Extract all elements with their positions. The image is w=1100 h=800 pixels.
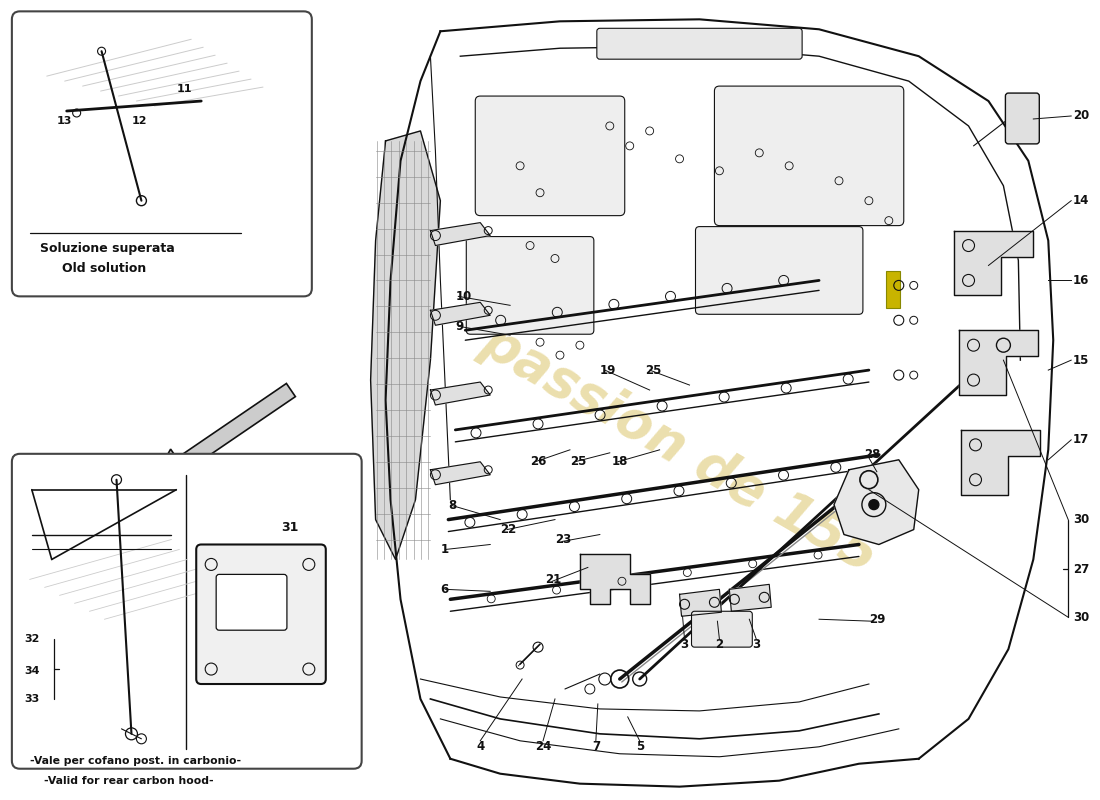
Text: 22: 22 (500, 523, 516, 536)
Text: 7: 7 (592, 740, 600, 754)
Text: 13: 13 (57, 116, 73, 126)
Text: -Vale per cofano post. in carbonio-: -Vale per cofano post. in carbonio- (30, 756, 241, 766)
Polygon shape (371, 131, 440, 559)
Polygon shape (580, 554, 650, 604)
Text: passion de 155: passion de 155 (472, 315, 887, 585)
Text: 9: 9 (455, 320, 463, 333)
Polygon shape (958, 330, 1038, 395)
Polygon shape (430, 302, 491, 326)
Text: 16: 16 (1074, 274, 1090, 287)
Text: 11: 11 (176, 84, 191, 94)
Text: 25: 25 (645, 364, 661, 377)
Polygon shape (834, 460, 918, 545)
Text: 4: 4 (476, 740, 484, 754)
Polygon shape (430, 382, 491, 405)
Text: 31: 31 (280, 521, 298, 534)
Text: 8: 8 (449, 499, 456, 512)
Text: 26: 26 (530, 455, 547, 468)
FancyArrow shape (150, 383, 296, 486)
Text: 18: 18 (612, 455, 628, 468)
FancyBboxPatch shape (196, 545, 326, 684)
Text: 21: 21 (544, 573, 561, 586)
Polygon shape (430, 462, 491, 485)
Text: 6: 6 (440, 583, 449, 596)
Text: 33: 33 (24, 694, 40, 704)
FancyBboxPatch shape (12, 454, 362, 769)
FancyBboxPatch shape (714, 86, 904, 226)
FancyBboxPatch shape (12, 11, 311, 296)
Text: 28: 28 (864, 448, 880, 462)
FancyBboxPatch shape (217, 574, 287, 630)
Circle shape (869, 500, 879, 510)
Text: 3: 3 (681, 638, 689, 650)
Text: 14: 14 (1074, 194, 1090, 207)
Text: 12: 12 (132, 116, 147, 126)
Text: 29: 29 (869, 613, 886, 626)
Polygon shape (954, 230, 1033, 295)
FancyBboxPatch shape (466, 237, 594, 334)
Text: 24: 24 (535, 740, 551, 754)
Polygon shape (430, 222, 491, 246)
Text: 30: 30 (1074, 513, 1089, 526)
Text: 30: 30 (1074, 610, 1089, 624)
FancyBboxPatch shape (695, 226, 862, 314)
FancyBboxPatch shape (886, 271, 900, 308)
FancyBboxPatch shape (597, 28, 802, 59)
Text: 25: 25 (570, 455, 586, 468)
Text: 23: 23 (556, 533, 571, 546)
Polygon shape (729, 584, 771, 611)
Text: 1: 1 (440, 543, 449, 556)
Text: 2: 2 (715, 638, 724, 650)
Text: 20: 20 (1074, 110, 1089, 122)
FancyBboxPatch shape (1005, 93, 1040, 144)
Text: 10: 10 (455, 290, 472, 303)
Text: 19: 19 (600, 364, 616, 377)
Text: 15: 15 (1074, 354, 1090, 366)
Text: 3: 3 (752, 638, 760, 650)
Text: 5: 5 (636, 740, 644, 754)
Text: 32: 32 (24, 634, 40, 644)
Polygon shape (960, 430, 1041, 494)
Text: 27: 27 (1074, 563, 1089, 576)
Text: 34: 34 (24, 666, 40, 676)
Polygon shape (680, 590, 722, 616)
Text: -Valid for rear carbon hood-: -Valid for rear carbon hood- (44, 776, 213, 786)
FancyBboxPatch shape (692, 611, 752, 647)
Text: Old solution: Old solution (62, 262, 146, 275)
Text: Soluzione superata: Soluzione superata (40, 242, 175, 255)
Text: 17: 17 (1074, 434, 1089, 446)
FancyBboxPatch shape (475, 96, 625, 216)
